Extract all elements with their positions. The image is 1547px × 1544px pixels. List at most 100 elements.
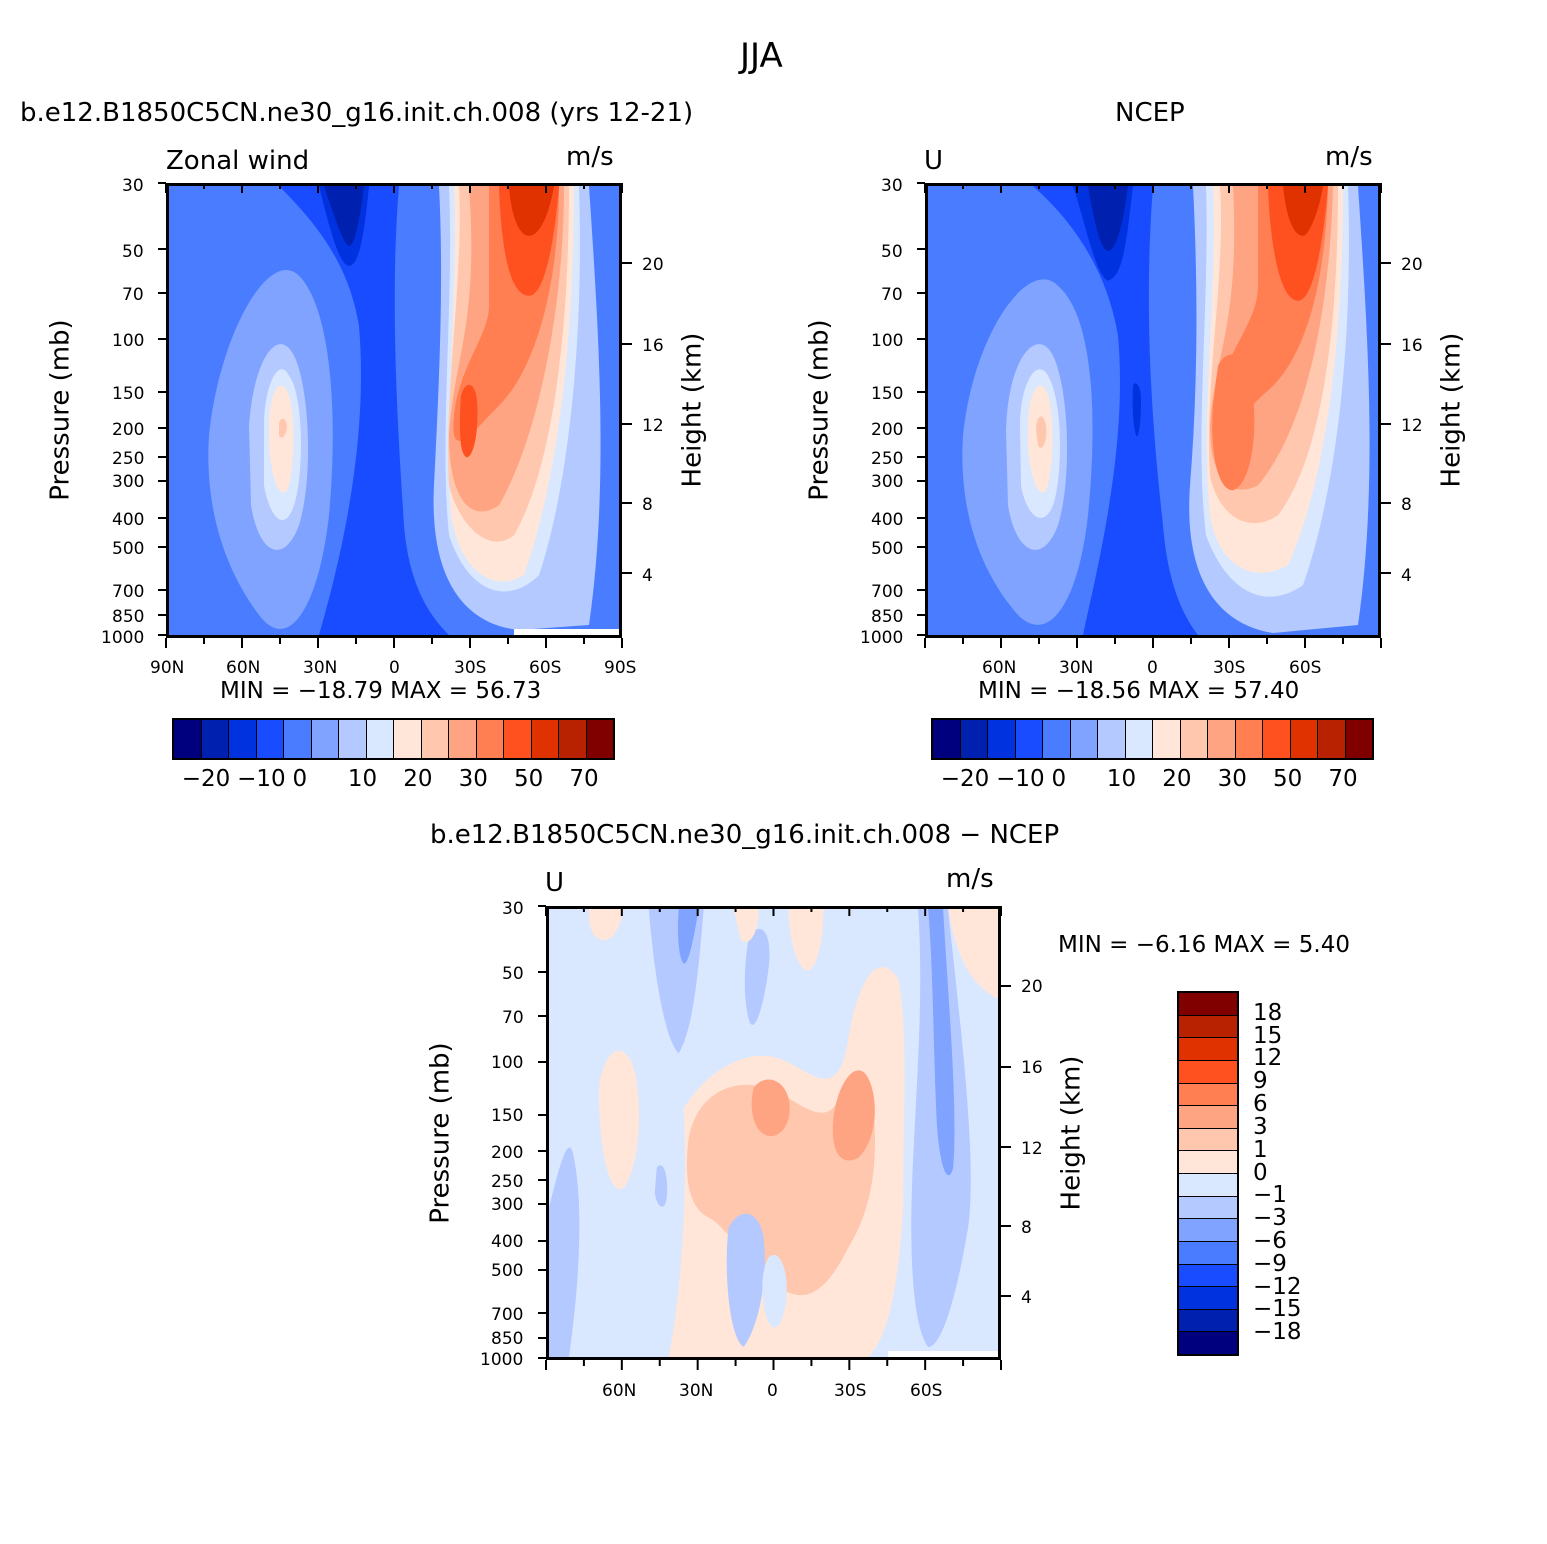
colorbar-swatch	[960, 720, 988, 758]
colorbar-swatch	[1153, 720, 1181, 758]
colorbar-label: 10	[347, 766, 378, 792]
model-units: m/s	[566, 142, 614, 172]
figure-title: JJA	[740, 36, 783, 76]
colorbar-swatch	[476, 720, 504, 758]
y-tick-label: 850	[491, 1329, 524, 1349]
colorbar-label: 9	[1253, 1068, 1268, 1095]
height-tick-label: 8	[1401, 495, 1412, 515]
colorbar-swatch	[1290, 720, 1318, 758]
colorbar-label: −10	[237, 766, 286, 792]
x-tick-label: 30N	[679, 1381, 714, 1401]
colorbar-swatch	[1208, 720, 1236, 758]
y-tick-label: 50	[502, 964, 524, 984]
y-tick-label: 400	[871, 510, 904, 530]
x-tick-label: 0	[767, 1381, 778, 1401]
colorbar-swatch	[988, 720, 1016, 758]
y-tick-label: 50	[881, 242, 903, 262]
y-tick-label: 30	[881, 176, 903, 196]
colorbar-label: 12	[1253, 1045, 1283, 1072]
colorbar-swatch	[1179, 1241, 1237, 1265]
height-tick-label: 20	[1021, 977, 1043, 997]
y-tick-label: 300	[112, 472, 145, 492]
model-colorbar	[172, 718, 615, 760]
height-tick-label: 12	[642, 416, 664, 436]
colorbar-label: 15	[1253, 1022, 1283, 1049]
colorbar-swatch	[1263, 720, 1291, 758]
height-tick-label: 20	[642, 255, 664, 275]
colorbar-swatch	[1179, 1083, 1237, 1107]
y-tick-label: 70	[502, 1008, 524, 1028]
y-tick-label: 700	[112, 582, 145, 602]
y-tick-label: 30	[502, 899, 524, 919]
model-left-label: Zonal wind	[166, 146, 310, 176]
colorbar-swatch	[1098, 720, 1126, 758]
colorbar-swatch	[1179, 1309, 1237, 1333]
x-tick-label: 60S	[910, 1381, 943, 1401]
colorbar-swatch	[1318, 720, 1346, 758]
obs-stats: MIN = −18.56 MAX = 57.40	[978, 678, 1300, 704]
colorbar-swatch	[311, 720, 339, 758]
y2-axis-label: Height (km)	[1056, 1055, 1087, 1211]
y-tick-label: 70	[122, 285, 144, 305]
colorbar-label: −20	[181, 766, 231, 792]
colorbar-swatch	[1179, 993, 1237, 1016]
colorbar-swatch	[586, 720, 613, 758]
y2-axis-label: Height (km)	[1436, 332, 1467, 488]
colorbar-swatch	[229, 720, 257, 758]
y-tick-label: 400	[112, 510, 145, 530]
y-tick-label: 250	[491, 1172, 524, 1192]
y-axis-label: Pressure (mb)	[804, 319, 835, 501]
x-tick-label: 60S	[1289, 658, 1322, 678]
obs-left-label: U	[924, 146, 944, 176]
height-tick-label: 12	[1401, 416, 1423, 436]
colorbar-swatch	[531, 720, 559, 758]
x-tick-label: 90S	[604, 658, 637, 678]
y-tick-label: 1000	[860, 628, 904, 648]
colorbar-label: 6	[1253, 1091, 1268, 1118]
height-tick-label: 8	[642, 495, 653, 515]
height-tick-label: 16	[1021, 1058, 1043, 1078]
x-tick-label: 60N	[226, 658, 261, 678]
diff-left-label: U	[545, 868, 565, 898]
obs-contour-fill	[928, 186, 1378, 635]
y-axis-label: Pressure (mb)	[425, 1042, 456, 1224]
colorbar-label: 70	[1328, 766, 1358, 792]
colorbar-swatch	[201, 720, 229, 758]
diff-contour-fill	[549, 909, 998, 1357]
colorbar-swatch	[1179, 1128, 1237, 1152]
height-tick-label: 4	[1401, 566, 1412, 586]
colorbar-swatch	[1179, 1174, 1237, 1197]
colorbar-swatch	[559, 720, 587, 758]
y-tick-label: 1000	[101, 628, 145, 648]
colorbar-label: 18	[1253, 999, 1283, 1026]
y-tick-label: 30	[122, 176, 144, 196]
y-tick-label: 100	[871, 331, 904, 351]
colorbar-swatch	[284, 720, 312, 758]
y-tick-label: 500	[112, 539, 145, 559]
height-tick-label: 8	[1021, 1218, 1032, 1238]
diff-case-title: b.e12.B1850C5CN.ne30_g16.init.ch.008 − N…	[430, 820, 1060, 850]
colorbar-label: 0	[1253, 1159, 1268, 1186]
obs-colorbar	[931, 718, 1374, 760]
colorbar-label: 30	[458, 766, 488, 792]
y-tick-label: 250	[112, 449, 145, 469]
y-tick-label: 300	[871, 472, 904, 492]
colorbar-label: −18	[1253, 1319, 1302, 1346]
colorbar-swatch	[1179, 1106, 1237, 1129]
y-tick-label: 500	[491, 1261, 524, 1281]
x-tick-label: 30S	[454, 658, 487, 678]
diff-colorbar	[1177, 991, 1239, 1356]
height-tick-label: 20	[1401, 255, 1423, 275]
y-tick-label: 50	[122, 242, 144, 262]
height-tick-label: 4	[642, 566, 653, 586]
x-tick-label: 60S	[529, 658, 562, 678]
y-tick-label: 200	[871, 420, 904, 440]
colorbar-swatch	[1179, 1196, 1237, 1220]
model-case-title: b.e12.B1850C5CN.ne30_g16.init.ch.008 (yr…	[20, 98, 694, 128]
model-stats: MIN = −18.79 MAX = 56.73	[220, 678, 542, 704]
colorbar-label: 0	[1051, 766, 1067, 792]
height-tick-label: 12	[1021, 1139, 1043, 1159]
colorbar-swatch	[1345, 720, 1372, 758]
y-tick-label: 700	[871, 582, 904, 602]
colorbar-swatch	[1179, 1287, 1237, 1310]
